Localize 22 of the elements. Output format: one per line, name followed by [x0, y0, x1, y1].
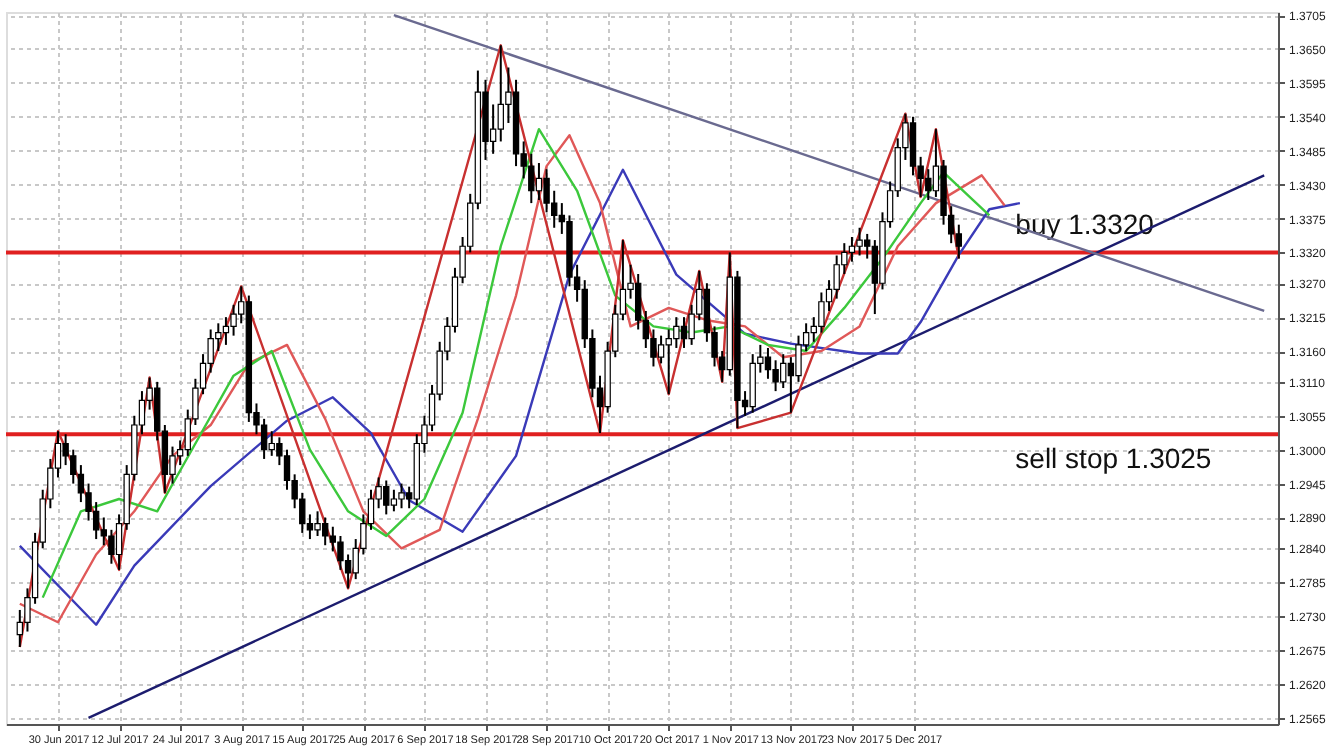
- candlestick: [955, 223, 963, 260]
- line-series: [18, 44, 961, 649]
- candlestick: [321, 516, 329, 547]
- candlestick: [780, 353, 787, 390]
- candlestick: [680, 316, 688, 349]
- candlestick: [390, 488, 398, 513]
- candlestick: [497, 44, 504, 143]
- candlestick: [764, 346, 772, 380]
- candlestick: [634, 272, 642, 331]
- candlestick: [749, 353, 756, 414]
- candlestick: [383, 479, 390, 516]
- candlestick: [314, 510, 321, 537]
- candlestick: [848, 236, 856, 263]
- candlestick: [856, 226, 863, 257]
- candlestick: [535, 162, 543, 202]
- candlestick: [909, 115, 917, 177]
- candlestick: [657, 334, 665, 365]
- candlestick: [398, 482, 405, 510]
- candlestick: [260, 417, 268, 460]
- candlestick: [222, 316, 230, 346]
- ref-line-label: sell stop 1.3025: [1015, 442, 1212, 475]
- candlestick: [268, 430, 275, 457]
